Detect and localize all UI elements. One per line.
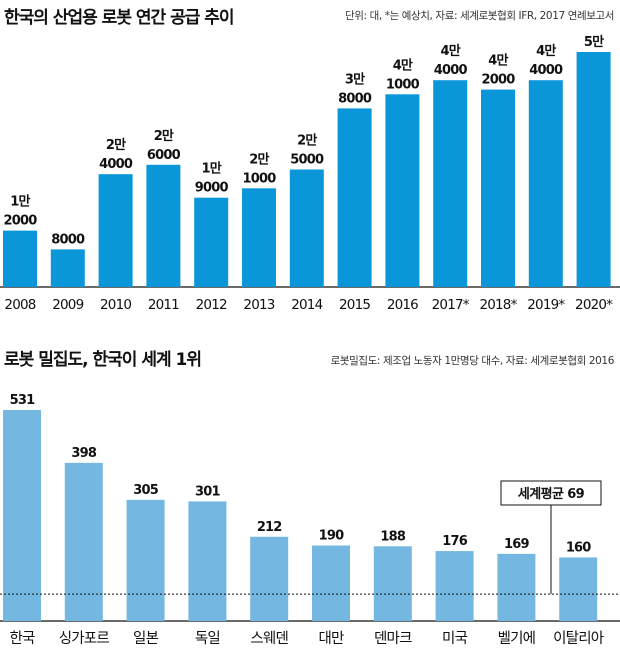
bar bbox=[250, 536, 289, 621]
bar-value-label: 1000 bbox=[243, 171, 277, 186]
bar bbox=[528, 80, 563, 287]
x-tick-label: 대만 bbox=[318, 630, 344, 647]
bar-value-label: 4000 bbox=[529, 63, 563, 78]
bar-value-label: 169 bbox=[504, 537, 529, 552]
bar-value-label: 212 bbox=[257, 520, 282, 535]
bar-value-label: 4만 bbox=[536, 43, 556, 59]
bar-value-label: 1만 bbox=[201, 161, 221, 177]
bar bbox=[3, 410, 41, 621]
bar bbox=[337, 108, 372, 288]
bar-value-label: 2만 bbox=[297, 133, 317, 149]
bar-value-label: 4만 bbox=[393, 57, 413, 73]
x-tick-label: 스웨덴 bbox=[250, 630, 288, 647]
x-tick-label: 벨기에 bbox=[498, 630, 536, 647]
bar-value-label: 305 bbox=[133, 483, 158, 498]
x-tick-label: 2011 bbox=[148, 297, 179, 313]
bar-value-label: 3만 bbox=[345, 71, 365, 87]
bar-value-label: 6000 bbox=[147, 148, 181, 163]
x-tick-label: 2014 bbox=[291, 297, 322, 313]
bar-value-label: 4000 bbox=[99, 157, 133, 172]
bar bbox=[3, 230, 37, 287]
bar bbox=[98, 174, 133, 287]
bar-value-label: 531 bbox=[10, 393, 35, 408]
bar bbox=[146, 164, 181, 287]
bar bbox=[289, 169, 324, 287]
x-tick-label: 2008 bbox=[4, 297, 35, 313]
bar-value-label: 398 bbox=[71, 446, 96, 461]
bar bbox=[373, 546, 412, 621]
x-tick-label: 한국 bbox=[9, 630, 35, 647]
bar-value-label: 176 bbox=[442, 534, 467, 549]
bar bbox=[497, 553, 536, 621]
x-tick-label: 2017* bbox=[432, 297, 470, 313]
x-tick-label: 2009 bbox=[52, 297, 83, 313]
bar-value-label: 2000 bbox=[4, 214, 38, 229]
x-tick-label: 2012 bbox=[196, 297, 227, 313]
bar-value-label: 8000 bbox=[338, 91, 372, 106]
bar-value-label: 2000 bbox=[482, 73, 516, 88]
bar-value-label: 1000 bbox=[386, 77, 420, 92]
bar bbox=[312, 545, 350, 621]
chart2-title: 로봇 밀집도, 한국이 세계 1위 bbox=[4, 350, 202, 370]
x-tick-label: 2013 bbox=[243, 297, 274, 313]
bar-value-label: 9000 bbox=[195, 181, 229, 196]
bar bbox=[435, 551, 474, 621]
x-tick-label: 2016 bbox=[387, 297, 418, 313]
bar bbox=[433, 80, 468, 287]
bar-value-label: 1만 bbox=[10, 194, 30, 210]
bar-value-label: 2만 bbox=[249, 151, 269, 167]
bar bbox=[188, 501, 227, 621]
bar-value-label: 2만 bbox=[106, 137, 126, 153]
bar bbox=[242, 188, 276, 287]
x-tick-label: 2015 bbox=[339, 297, 370, 313]
robot-supply-chart: 1만 2000 2008 8000 2009 2만 4000 2010 2만 6000 2011 1만… bbox=[0, 34, 620, 313]
world-average-box bbox=[500, 480, 602, 506]
bar-value-label: 301 bbox=[195, 484, 220, 499]
x-tick-label: 2019* bbox=[527, 297, 565, 313]
bar-value-label: 4만 bbox=[440, 43, 460, 59]
x-tick-label: 2020* bbox=[575, 297, 613, 313]
world-average-label: 세계평균 69 bbox=[518, 486, 585, 502]
x-tick-label: 이탈리아 bbox=[553, 630, 604, 647]
bar bbox=[194, 197, 229, 287]
bar bbox=[126, 499, 165, 621]
bar-value-label: 188 bbox=[380, 529, 405, 544]
bar-value-label: 5만 bbox=[584, 34, 604, 50]
bar bbox=[50, 249, 85, 287]
bar-value-label: 5000 bbox=[290, 153, 324, 168]
bar-value-label: 8000 bbox=[51, 232, 85, 247]
chart2-source-note: 로봇밀집도: 제조업 노동자 1만명당 대수, 자료: 세계로봇협회 2016 bbox=[330, 355, 615, 367]
x-tick-label: 2010 bbox=[100, 297, 131, 313]
bar-value-label: 4000 bbox=[434, 63, 468, 78]
chart1-title: 한국의 산업용 로봇 연간 공급 추이 bbox=[4, 8, 235, 28]
chart1-source-note: 단위: 대, *는 예상치, 자료: 세계로봇협회 IFR, 2017 연례보고… bbox=[345, 10, 614, 22]
bar bbox=[481, 89, 515, 287]
bar-value-label: 160 bbox=[566, 540, 591, 555]
bar-value-label: 2만 bbox=[154, 128, 174, 144]
bar-value-label: 190 bbox=[319, 529, 344, 544]
x-tick-label: 덴마크 bbox=[374, 630, 412, 647]
bar bbox=[559, 557, 598, 621]
x-tick-label: 독일 bbox=[195, 630, 220, 647]
bar bbox=[385, 94, 420, 287]
x-tick-label: 미국 bbox=[442, 630, 468, 647]
x-tick-label: 일본 bbox=[133, 630, 159, 647]
x-tick-label: 싱가포르 bbox=[59, 630, 110, 647]
bar bbox=[64, 462, 103, 621]
bar bbox=[576, 52, 611, 287]
x-tick-label: 2018* bbox=[479, 297, 517, 313]
bar-value-label: 4만 bbox=[488, 53, 508, 69]
